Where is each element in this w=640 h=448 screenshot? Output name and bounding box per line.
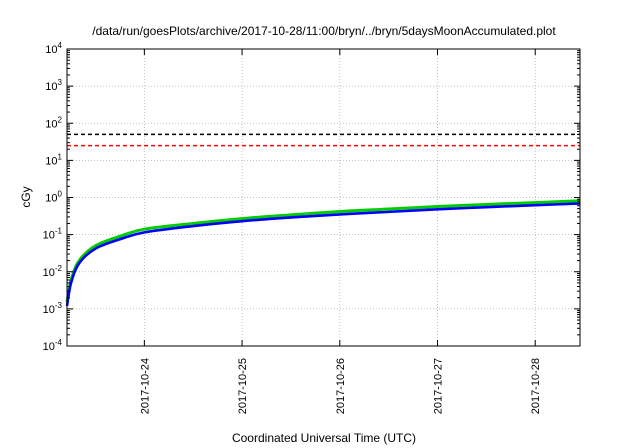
y-tick-label: 10-1 — [43, 227, 63, 242]
y-tick-label: 102 — [45, 115, 62, 130]
series-line-1 — [65, 199, 581, 303]
y-axis-ticks: 10-4 10-3 10-2 10-1 100 101 102 103 104 — [43, 41, 580, 353]
series-line-2 — [65, 202, 581, 307]
y-tick-label: 10-4 — [43, 338, 63, 353]
x-axis-ticks: 2017-10-24 2017-10-25 2017-10-26 2017-10-27… — [139, 49, 542, 414]
y-tick-label: 104 — [45, 41, 62, 56]
y-tick-label: 10-3 — [43, 301, 63, 316]
y-tick-label: 103 — [45, 78, 62, 93]
x-tick-label: 2017-10-25 — [237, 358, 249, 414]
chart-title: /data/run/goesPlots/archive/2017-10-28/1… — [92, 24, 556, 38]
y-tick-label: 10-2 — [43, 264, 63, 279]
grid — [67, 49, 580, 346]
y-tick-label: 100 — [45, 190, 62, 205]
x-tick-label: 2017-10-24 — [139, 358, 151, 414]
y-axis-label: cGy — [19, 186, 33, 207]
plot-frame — [66, 48, 581, 347]
series-lines — [65, 199, 581, 307]
y-tick-label: 101 — [45, 152, 62, 167]
reference-lines — [67, 133, 580, 147]
x-tick-label: 2017-10-28 — [530, 358, 542, 414]
x-tick-label: 2017-10-27 — [433, 358, 445, 414]
x-axis-label: Coordinated Universal Time (UTC) — [232, 431, 416, 445]
x-tick-label: 2017-10-26 — [335, 358, 347, 414]
